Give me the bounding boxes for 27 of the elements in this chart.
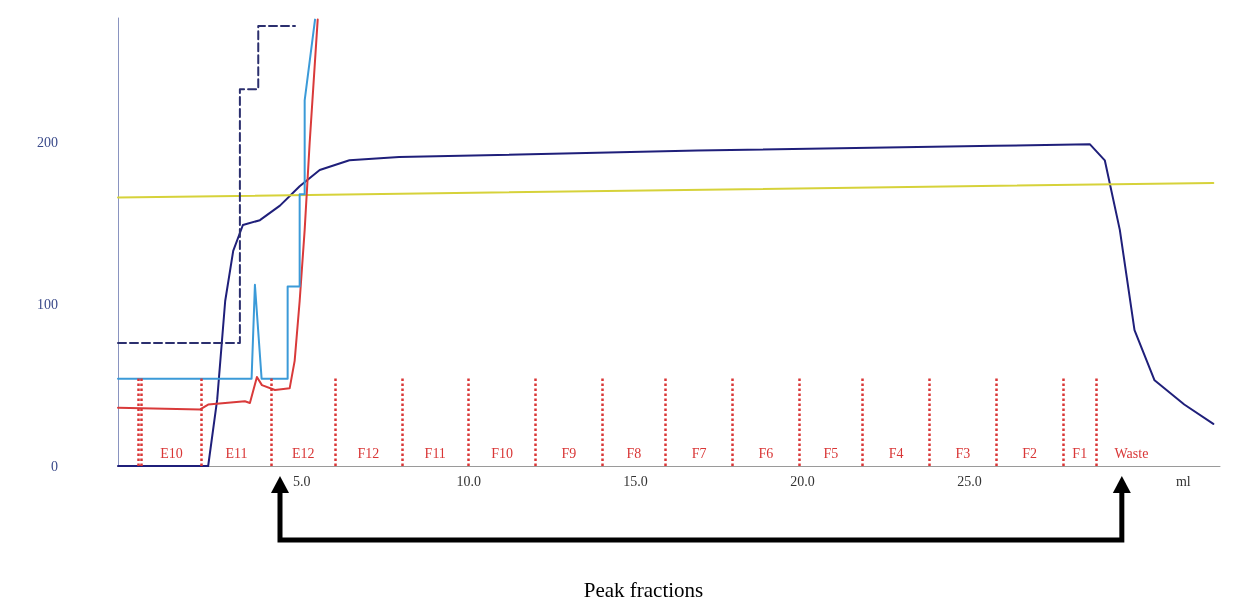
- y-tick-label: 100: [37, 296, 58, 312]
- ref-line-label: F2: [1022, 445, 1038, 461]
- x-axis-title: ml: [1175, 473, 1191, 489]
- ref-line-label: F10: [491, 445, 513, 461]
- ref-line-label: E10: [160, 445, 183, 461]
- ref-line-label: F11: [424, 445, 446, 461]
- ref-line-label: F5: [823, 445, 839, 461]
- ref-line-label: F8: [626, 445, 642, 461]
- x-tick-label: 25.0: [957, 473, 982, 489]
- x-tick-label: 5.0: [292, 473, 311, 489]
- y-tick-label: 0: [51, 458, 58, 474]
- y-tick-label: 200: [37, 135, 58, 151]
- ref-line-label: F4: [888, 445, 904, 461]
- ref-line-label: F7: [691, 445, 707, 461]
- x-tick-label: 10.0: [456, 473, 481, 489]
- ref-line-label: F1: [1072, 445, 1088, 461]
- ref-line-label: E11: [225, 445, 248, 461]
- ref-line-label: F3: [955, 445, 971, 461]
- ref-line-label: F9: [561, 445, 577, 461]
- text: Peak fractions: [582, 578, 705, 603]
- ref-line-label: E12: [292, 445, 315, 461]
- line-series: [117, 143, 1215, 467]
- ref-line-label: Waste: [1114, 445, 1149, 461]
- x-tick-label: 15.0: [623, 473, 648, 489]
- ref-line-label: F6: [758, 445, 774, 461]
- x-tick-label: 20.0: [790, 473, 815, 489]
- ref-line-label: F12: [357, 445, 380, 461]
